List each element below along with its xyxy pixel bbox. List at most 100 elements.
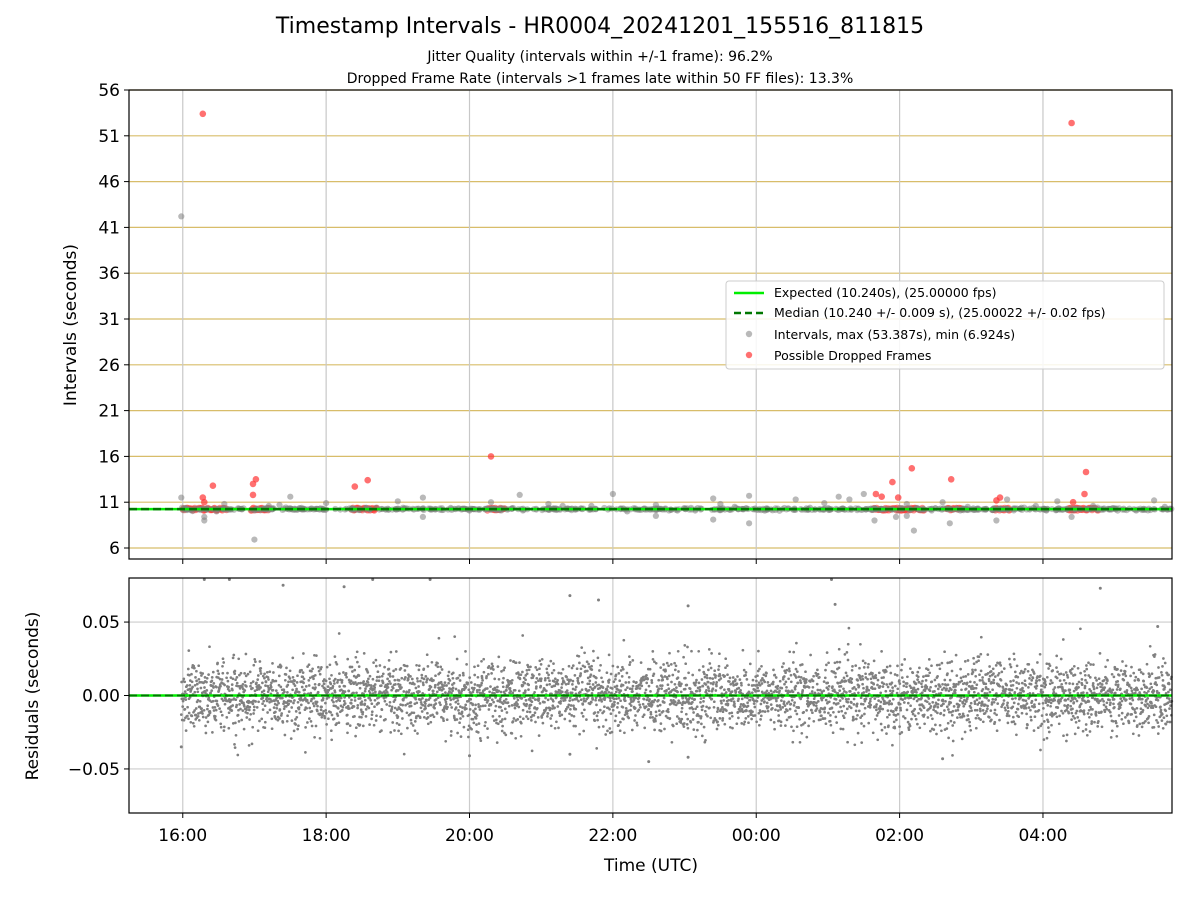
residual-point	[197, 712, 200, 715]
residual-point	[599, 663, 602, 667]
residual-point	[906, 701, 910, 705]
residual-point	[926, 668, 930, 672]
residual-point	[710, 697, 714, 701]
residual-point	[746, 696, 749, 700]
residual-point	[753, 705, 757, 709]
residual-point	[496, 665, 500, 668]
residual-point	[769, 718, 773, 722]
residual-point	[873, 697, 877, 700]
residual-point	[222, 725, 226, 729]
residual-point	[862, 724, 866, 728]
residual-point	[571, 664, 575, 667]
residual-point	[934, 723, 937, 727]
residual-point	[263, 726, 267, 730]
residual-point	[424, 699, 428, 702]
residual-point	[196, 690, 200, 694]
residual-point	[914, 717, 918, 721]
residual-point	[735, 722, 739, 726]
residual-point	[270, 717, 274, 721]
residual-point	[609, 712, 613, 716]
residual-point	[341, 705, 345, 709]
residual-point	[981, 709, 985, 712]
residual-point	[425, 680, 428, 684]
residual-point	[242, 727, 246, 731]
residual-point	[1014, 696, 1017, 700]
residual-point	[936, 674, 939, 678]
residual-point	[960, 688, 963, 692]
residual-point	[674, 703, 678, 707]
residual-point	[898, 702, 902, 706]
residual-point	[909, 667, 912, 670]
residual-point	[527, 688, 530, 691]
residual-point	[1046, 704, 1050, 707]
residual-point	[995, 713, 998, 717]
residual-point	[615, 697, 618, 701]
residual-point	[493, 709, 497, 713]
residual-point	[360, 715, 363, 719]
residual-point	[519, 721, 523, 725]
residual-point	[527, 683, 531, 687]
residual-point	[978, 673, 981, 677]
residual-point	[505, 688, 508, 692]
residual-point	[355, 691, 358, 695]
residual-point	[440, 668, 444, 671]
residual-point	[857, 709, 861, 713]
legend-median-label: Median (10.240 +/- 0.009 s), (25.00022 +…	[774, 305, 1105, 320]
residual-point	[811, 711, 814, 715]
residual-point	[759, 710, 762, 714]
residual-point	[837, 666, 841, 670]
residual-point	[715, 684, 718, 688]
residual-point	[433, 683, 437, 687]
residual-point	[680, 682, 683, 686]
residual-point	[973, 681, 976, 684]
residual-point	[342, 699, 346, 703]
residual-point	[303, 688, 307, 692]
residual-point	[1029, 715, 1033, 719]
residual-point	[783, 682, 786, 686]
residual-point	[787, 677, 790, 681]
residual-point	[483, 704, 487, 708]
residual-point	[419, 706, 423, 710]
legend-dropped-swatch	[745, 351, 753, 359]
residual-point	[256, 678, 260, 681]
residual-point	[290, 706, 294, 709]
residual-point	[473, 673, 477, 677]
residual-point	[338, 699, 342, 703]
residual-point	[395, 708, 399, 711]
residual-point	[729, 682, 733, 686]
residual-point	[657, 678, 661, 682]
residual-point	[188, 683, 192, 687]
residual-point	[850, 681, 853, 684]
residual-point	[313, 682, 317, 686]
residual-point	[1043, 679, 1047, 683]
residual-point	[438, 701, 441, 704]
residual-point	[471, 703, 475, 707]
residual-point	[1030, 699, 1034, 703]
residual-point	[364, 687, 367, 691]
residual-point	[939, 691, 943, 695]
residual-point	[388, 672, 392, 676]
residual-point	[888, 713, 891, 717]
residual-point	[357, 674, 361, 677]
residual-point	[399, 703, 402, 706]
residual-point	[888, 699, 892, 703]
residual-point	[448, 679, 452, 682]
residual-point	[719, 708, 723, 711]
residual-point	[546, 712, 550, 715]
residual-point	[669, 690, 673, 694]
residual-point	[410, 711, 414, 715]
residual-point	[783, 704, 787, 707]
residual-point	[920, 696, 923, 700]
residual-point	[389, 682, 392, 685]
residual-point	[243, 680, 247, 684]
residual-point	[1016, 707, 1020, 711]
residual-point	[441, 717, 445, 720]
residual-point	[867, 662, 870, 666]
residual-point	[884, 670, 888, 673]
residual-point	[231, 677, 235, 681]
residual-point	[521, 634, 525, 637]
residual-point	[547, 673, 550, 677]
interval-point	[588, 502, 595, 509]
residual-point	[914, 688, 917, 692]
residual-point	[776, 687, 779, 690]
